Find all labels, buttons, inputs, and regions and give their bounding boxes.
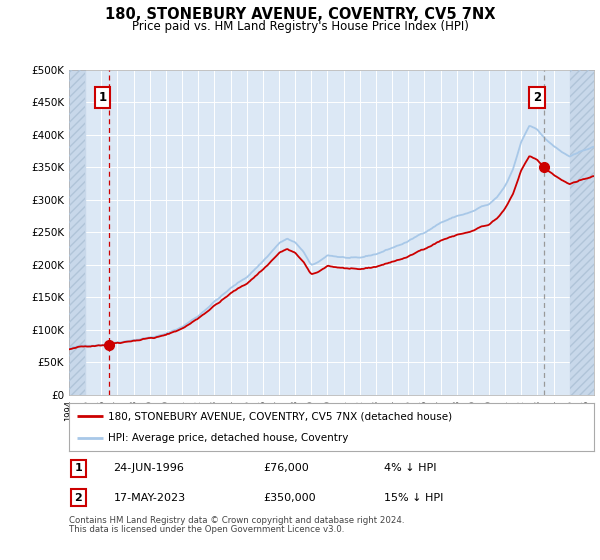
Text: 180, STONEBURY AVENUE, COVENTRY, CV5 7NX (detached house): 180, STONEBURY AVENUE, COVENTRY, CV5 7NX… bbox=[109, 412, 452, 422]
Bar bbox=[69, 70, 85, 395]
Text: 24-JUN-1996: 24-JUN-1996 bbox=[113, 463, 185, 473]
Text: This data is licensed under the Open Government Licence v3.0.: This data is licensed under the Open Gov… bbox=[69, 525, 344, 534]
Bar bbox=[570, 70, 594, 395]
Text: 4% ↓ HPI: 4% ↓ HPI bbox=[384, 463, 437, 473]
Text: 1: 1 bbox=[74, 463, 82, 473]
Text: £350,000: £350,000 bbox=[263, 493, 316, 503]
Text: 180, STONEBURY AVENUE, COVENTRY, CV5 7NX: 180, STONEBURY AVENUE, COVENTRY, CV5 7NX bbox=[105, 7, 495, 22]
Text: 1: 1 bbox=[98, 91, 107, 104]
Text: 17-MAY-2023: 17-MAY-2023 bbox=[113, 493, 186, 503]
Bar bbox=[69, 70, 85, 395]
Text: 2: 2 bbox=[533, 91, 541, 104]
Text: Price paid vs. HM Land Registry's House Price Index (HPI): Price paid vs. HM Land Registry's House … bbox=[131, 20, 469, 32]
Text: 2: 2 bbox=[74, 493, 82, 503]
Bar bbox=[570, 70, 594, 395]
Text: £76,000: £76,000 bbox=[263, 463, 309, 473]
Text: 15% ↓ HPI: 15% ↓ HPI bbox=[384, 493, 443, 503]
Text: Contains HM Land Registry data © Crown copyright and database right 2024.: Contains HM Land Registry data © Crown c… bbox=[69, 516, 404, 525]
Text: HPI: Average price, detached house, Coventry: HPI: Average price, detached house, Cove… bbox=[109, 433, 349, 444]
